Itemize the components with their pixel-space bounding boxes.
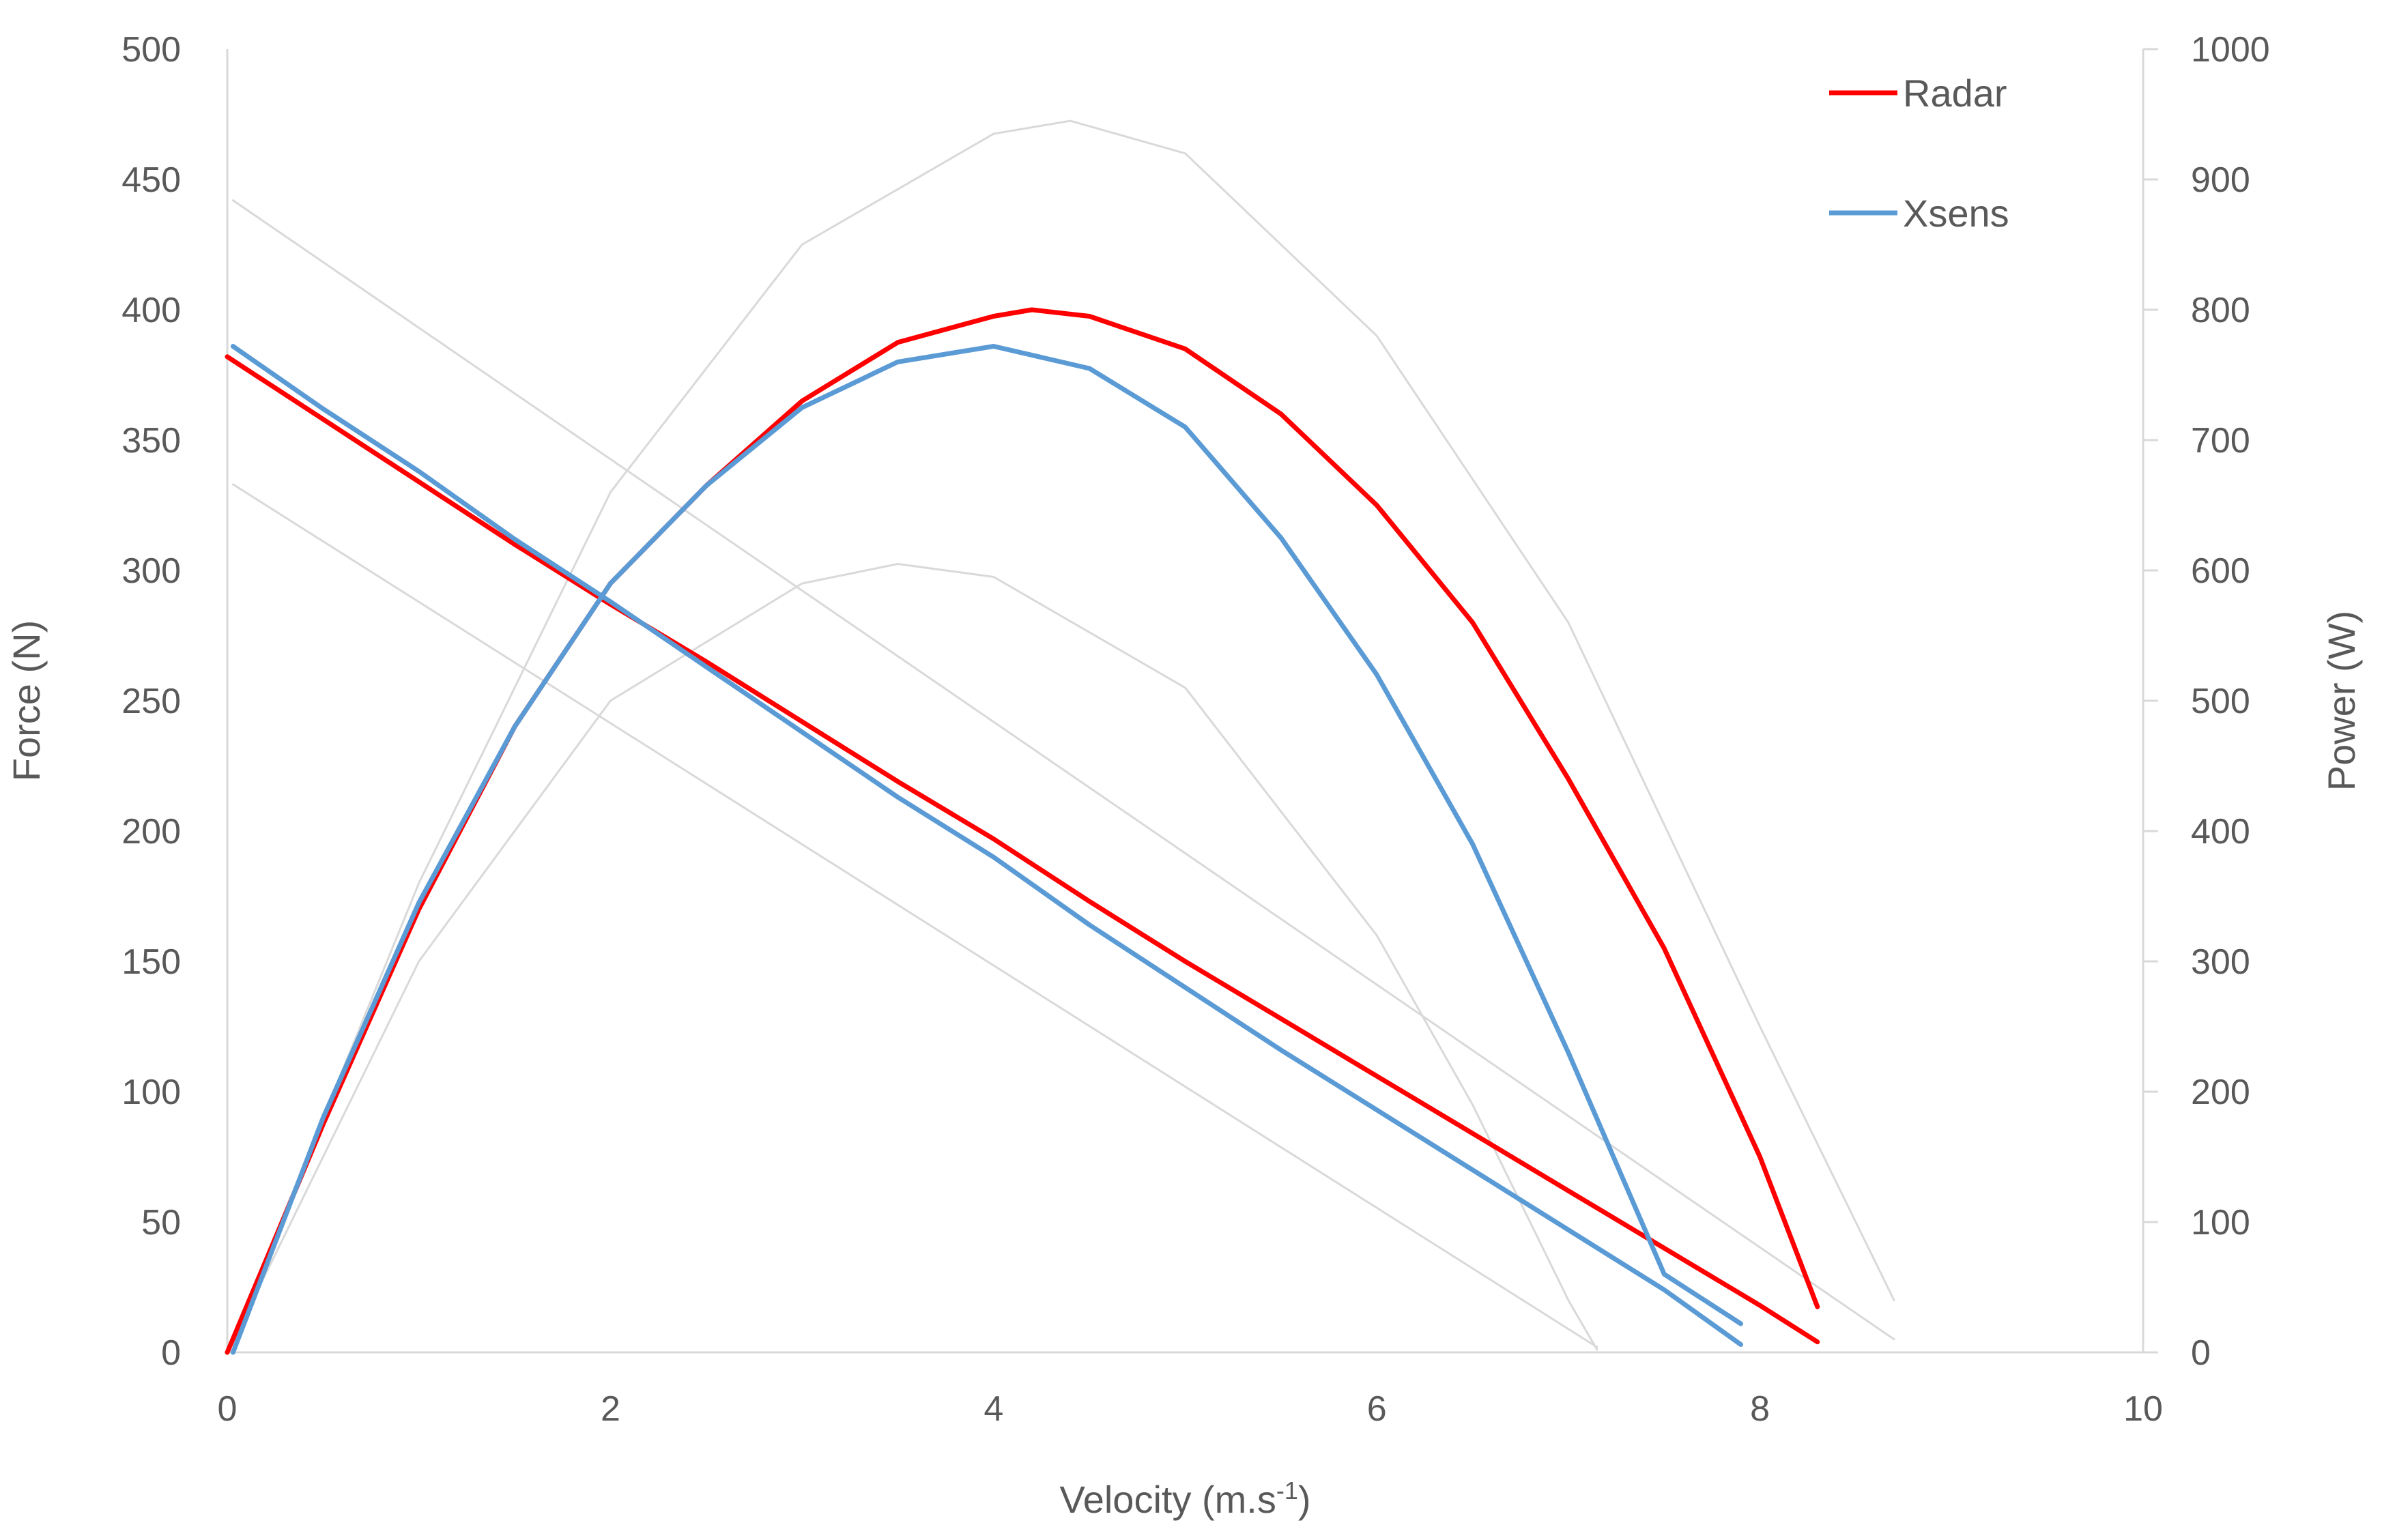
tick-labels: 0 2 4 6 8 10050100150200250300350400450500010… [121, 30, 2269, 1429]
legend-label-radar: Radar [1903, 72, 2007, 115]
legend-label-xsens: Xsens [1903, 192, 2009, 235]
legend: Radar Xsens [1829, 72, 2009, 235]
x-tick-label: 8 [1750, 1389, 1770, 1429]
x-axis-title: Velocity (m.s-1) [1059, 1477, 1310, 1521]
right-y-tick-label: 0 [2191, 1333, 2211, 1373]
left-y-tick-label: 0 [161, 1333, 181, 1373]
left-y-tick-label: 100 [121, 1073, 181, 1112]
right-y-tick-label: 100 [2191, 1203, 2250, 1243]
reference-force-line [231, 483, 1598, 1348]
left-y-tick-label: 250 [121, 682, 181, 721]
left-y-tick-label: 200 [121, 812, 181, 852]
left-y-tick-label: 350 [121, 421, 181, 461]
left-y-tick-label: 50 [141, 1203, 181, 1243]
reference-power-line [226, 563, 1598, 1354]
series-layer [225, 119, 1895, 1355]
right-y-axis-title: Power (W) [2320, 611, 2363, 791]
right-y-tick-label: 700 [2191, 421, 2250, 461]
reference-power-line [226, 119, 1895, 1354]
right-y-tick-label: 800 [2191, 291, 2250, 330]
reference-force-line [231, 199, 1895, 1341]
right-y-tick-label: 300 [2191, 942, 2250, 982]
x-tick-label: 10 [2123, 1389, 2163, 1429]
right-y-tick-label: 600 [2191, 551, 2250, 591]
right-y-tick-label: 900 [2191, 160, 2250, 200]
x-tick-label: 4 [984, 1389, 1003, 1429]
x-tick-label: 0 [218, 1389, 238, 1429]
left-y-tick-label: 150 [121, 942, 181, 982]
left-y-tick-label: 400 [121, 291, 181, 330]
radar-force-line [225, 354, 1820, 1345]
axes [226, 49, 2144, 1354]
right-y-tick-label: 200 [2191, 1073, 2250, 1112]
right-y-tick-label: 400 [2191, 812, 2250, 852]
xsens-force-line [230, 344, 1743, 1347]
right-y-tick-label: 500 [2191, 682, 2250, 721]
left-y-tick-label: 300 [121, 551, 181, 591]
xsens-power-line [230, 344, 1743, 1355]
x-tick-label: 2 [601, 1389, 620, 1429]
right-y-tick-label: 1000 [2191, 30, 2270, 70]
left-y-axis-title: Force (N) [5, 620, 48, 781]
left-y-tick-label: 500 [121, 30, 181, 70]
x-tick-label: 6 [1367, 1389, 1387, 1429]
left-y-tick-label: 450 [121, 160, 181, 200]
